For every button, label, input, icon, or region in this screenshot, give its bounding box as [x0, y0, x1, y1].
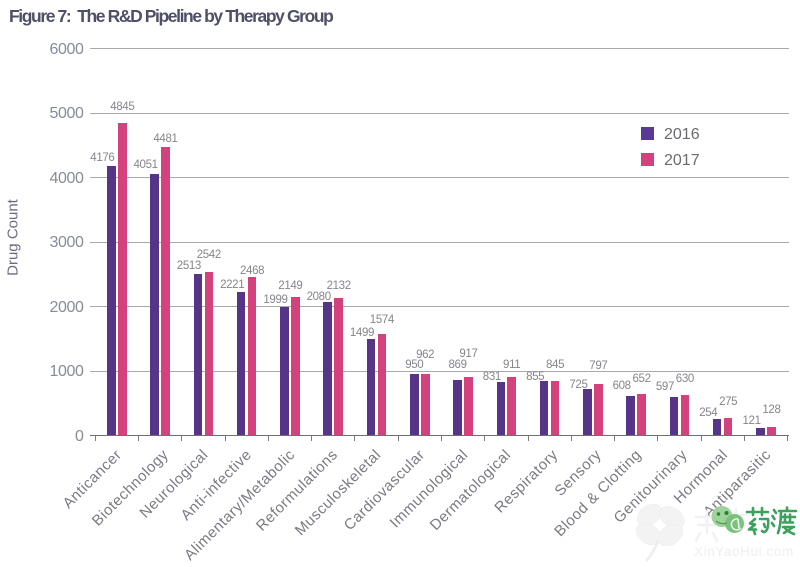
- svg-text:XinYaoHui.com: XinYaoHui.com: [694, 544, 794, 559]
